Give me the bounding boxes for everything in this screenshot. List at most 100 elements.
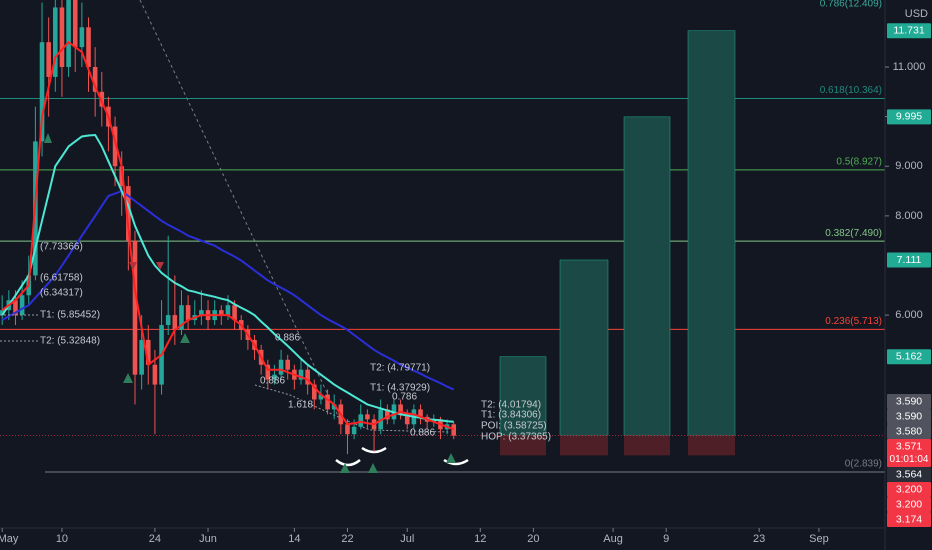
candle-body [278, 359, 284, 375]
candle-body [298, 369, 304, 380]
annotation: T2: (5.32848) [40, 336, 100, 347]
candle-body [72, 0, 78, 48]
annotation: 0.886 [410, 428, 435, 439]
x-tick-label: Jul [400, 533, 414, 545]
annotation: HOP: (3.37365) [481, 432, 551, 443]
candle-body [365, 414, 370, 420]
candle-body [325, 394, 330, 410]
price-label: 3.590 [896, 410, 922, 422]
candle-body [79, 27, 85, 48]
candle-body [225, 305, 231, 316]
annotation: 0.886 [275, 333, 300, 344]
moving-average [1, 189, 455, 391]
fib-label: 0(2.839) [845, 459, 882, 470]
price-label-bg [887, 394, 931, 409]
buy-signal [340, 463, 350, 473]
candle-body [331, 404, 337, 410]
annotation: 0.886 [260, 376, 285, 387]
annotation: 0.786 [392, 392, 417, 403]
stop-zone [624, 435, 670, 456]
candle-body [112, 126, 118, 167]
candle-body [398, 404, 403, 415]
price-label-bg [887, 349, 931, 365]
candle-body [385, 409, 390, 420]
price-label-bg [887, 467, 931, 482]
annotation: T2: (4.79771) [370, 363, 430, 374]
x-tick-label: 12 [474, 533, 486, 545]
x-tick-label: 10 [56, 533, 68, 545]
moving-average [1, 40, 455, 431]
sell-signal [156, 262, 164, 270]
candle-body [13, 300, 18, 316]
x-tick-label: Jun [199, 533, 217, 545]
buy-signal [180, 333, 190, 343]
buy-signal [44, 133, 52, 143]
candle-body [451, 424, 457, 436]
fib-label: 0.382(7.490) [825, 228, 882, 239]
price-label: 5.162 [896, 350, 922, 362]
candle-body [46, 42, 51, 77]
x-tick-label: 22 [341, 533, 353, 545]
candle-body [126, 186, 131, 241]
candle-body [305, 369, 310, 385]
x-tick-label: 24 [149, 533, 161, 545]
candle-body [165, 315, 171, 326]
candle-body [145, 339, 151, 365]
target-zone [687, 30, 736, 436]
price-label: 3.200 [896, 498, 922, 510]
candle-body [139, 339, 144, 375]
candle-body [351, 426, 357, 435]
price-label-bg [887, 497, 931, 512]
candle-body [185, 305, 191, 321]
candle-body [19, 295, 25, 316]
price-countdown: 01:01:04 [890, 454, 929, 465]
y-tick-label: 11.000 [893, 61, 926, 73]
candle-body [318, 394, 324, 400]
smile [443, 458, 469, 466]
candle-body [39, 42, 45, 142]
candle-body [404, 414, 410, 425]
candle-body [92, 66, 98, 92]
candle-body [311, 384, 317, 400]
price-label: 3.580 [896, 425, 922, 437]
price-label: 3.571 [896, 440, 922, 452]
price-label-bg [887, 482, 931, 497]
annotation: T1: (3.84306) [481, 410, 541, 421]
markers [44, 133, 456, 473]
price-label: 3.564 [896, 468, 922, 480]
annotation: (6.34317) [40, 288, 83, 299]
y-tick-label: 8.000 [895, 210, 923, 222]
target-zone [623, 116, 671, 436]
stop-zone [688, 435, 735, 456]
candle-body [172, 315, 178, 330]
candle-body [358, 414, 364, 427]
x-tick-label: 23 [753, 533, 765, 545]
stop-zone [500, 435, 546, 456]
currency: USD [905, 8, 928, 20]
price-label-bg [887, 23, 931, 39]
candle-body [179, 305, 184, 330]
candle-body [59, 7, 65, 67]
candle-body [119, 166, 125, 187]
buy-signal [368, 463, 378, 473]
candle-body [86, 27, 91, 67]
price-label: 9.995 [896, 111, 922, 123]
candle-body [345, 424, 350, 435]
fib-label: 0.236(5.713) [825, 316, 882, 327]
buy-signal [446, 453, 456, 463]
price-label: 11.731 [893, 24, 924, 36]
fib-label: 0.786(12.409) [820, 0, 882, 10]
annotation: POI: (3.58725) [481, 421, 547, 432]
x-tick-label: 14 [288, 533, 300, 545]
price-label-bg [887, 512, 931, 527]
price-label: 3.174 [896, 513, 922, 525]
candle-body [132, 240, 138, 375]
x-tick-label: 20 [527, 533, 539, 545]
price-label-bg [887, 252, 931, 268]
candle-body [285, 359, 291, 370]
annotation: T1: (4.37929) [370, 383, 430, 394]
annotation: 1.618 [288, 400, 313, 411]
x-tick-label: 9 [663, 533, 669, 545]
